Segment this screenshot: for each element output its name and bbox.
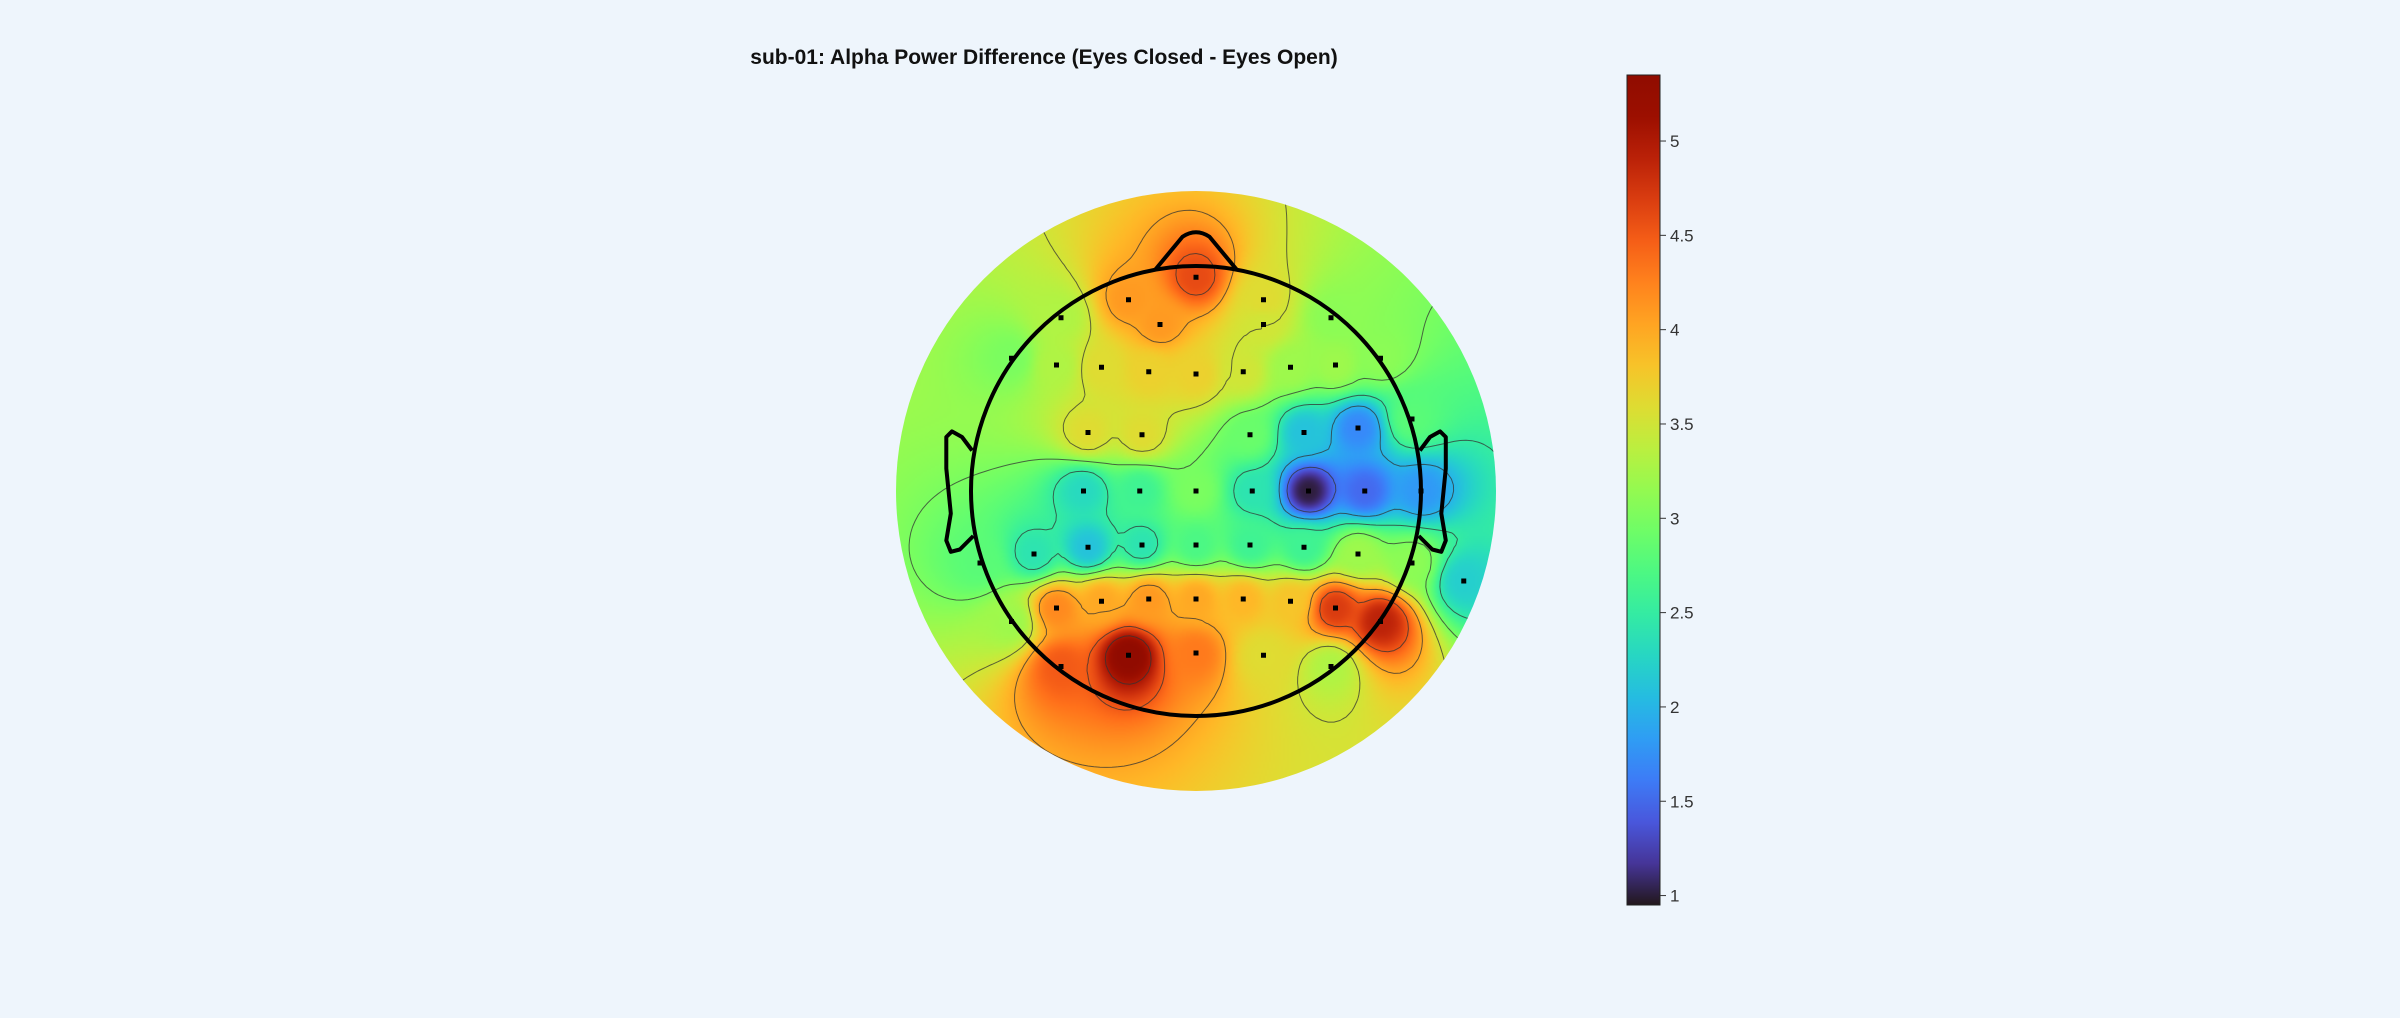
sensor-marker (1409, 560, 1415, 566)
colorbar-tick-label: 3 (1670, 509, 1679, 528)
sensor-markers (977, 274, 1467, 669)
sensor-marker (1301, 544, 1307, 550)
sensor-marker (1126, 297, 1131, 303)
sensor-marker (1261, 652, 1266, 658)
colorbar-tick-label: 4 (1670, 321, 1679, 340)
colorbar-tick-label: 2.5 (1670, 604, 1694, 623)
contour-line (1104, 635, 1152, 685)
colorbar-tick-label: 5 (1670, 132, 1679, 151)
right-ear-outline (1417, 429, 1448, 554)
contour-line (1014, 209, 1423, 768)
contour-line (1286, 466, 1337, 513)
sensor-marker (1193, 650, 1199, 656)
sensor-marker (1157, 322, 1163, 327)
sensor-marker (1126, 652, 1131, 658)
sensor-marker (1137, 488, 1143, 494)
colorbar-tick-label: 1 (1670, 887, 1679, 906)
sensor-marker (1193, 488, 1199, 494)
sensor-marker (1247, 432, 1253, 438)
sensor-marker (1418, 488, 1424, 494)
sensor-marker (1193, 542, 1199, 548)
sensor-marker (1085, 544, 1091, 550)
sensor-marker (1085, 430, 1091, 435)
sensor-marker (1081, 488, 1086, 494)
sensor-marker (1240, 369, 1246, 375)
sensor-marker (1193, 596, 1199, 602)
sensor-marker (1409, 416, 1415, 422)
sensor-marker (1461, 578, 1467, 584)
sensor-marker (1249, 488, 1255, 494)
sensor-marker (1261, 297, 1266, 303)
sensor-marker (1193, 371, 1199, 377)
colorbar-tick-label: 1.5 (1670, 792, 1694, 811)
sensor-marker (1301, 430, 1307, 435)
colorbar-tick-label: 3.5 (1670, 415, 1694, 434)
colorbar-tick-label: 2 (1670, 698, 1679, 717)
chart-title: sub-01: Alpha Power Difference (Eyes Clo… (750, 46, 1338, 69)
sensor-marker (1355, 425, 1361, 431)
sensor-marker (1328, 664, 1334, 669)
sensor-marker (1306, 488, 1311, 494)
sensor-marker (1058, 315, 1064, 321)
sensor-marker (1378, 355, 1383, 361)
colorbar: 1 1.5 2 2.5 3 3.5 4 4.5 5 (1626, 74, 1694, 906)
sensor-marker (1288, 364, 1293, 370)
sensor-marker (1139, 542, 1145, 548)
sensor-marker (1058, 664, 1064, 669)
sensor-marker (1333, 605, 1338, 611)
sensor-marker (1009, 355, 1014, 361)
colorbar-tick-label: 4.5 (1670, 226, 1694, 245)
colorbar-gradient (1626, 74, 1661, 906)
contour-line (1278, 405, 1455, 520)
sensor-marker (1139, 432, 1145, 438)
sensor-marker (1362, 488, 1368, 494)
sensor-marker (1009, 619, 1014, 624)
left-ear-outline (944, 429, 975, 554)
sensor-marker (1146, 369, 1152, 375)
sensor-marker (1099, 364, 1104, 370)
sensor-marker (1054, 605, 1059, 611)
sensor-marker (977, 560, 983, 566)
sensor-marker (1099, 598, 1104, 604)
sensor-marker (1328, 315, 1334, 321)
sensor-marker (1240, 596, 1246, 602)
sensor-marker (1288, 598, 1293, 604)
colorbar-ticks: 1 1.5 2 2.5 3 3.5 4 4.5 5 (1660, 132, 1694, 906)
sensor-marker (1146, 596, 1152, 602)
sensor-marker (1054, 362, 1059, 368)
sensor-marker (1378, 619, 1383, 624)
sensor-marker (1355, 551, 1361, 557)
sensor-marker (1247, 542, 1253, 548)
sensor-marker (1031, 551, 1037, 557)
nose-outline (1153, 230, 1239, 271)
sensor-marker (1333, 362, 1338, 368)
sensor-marker (1193, 274, 1199, 280)
sensor-marker (1261, 322, 1266, 327)
